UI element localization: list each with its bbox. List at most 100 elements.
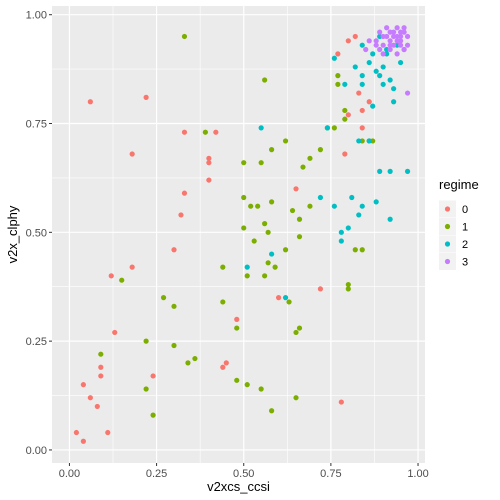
- data-point-regime-1: [269, 147, 275, 153]
- data-point-regime-3: [401, 25, 407, 31]
- data-point-regime-0: [275, 295, 282, 301]
- data-point-regime-0: [335, 51, 341, 57]
- data-point-regime-3: [394, 25, 400, 31]
- data-point-regime-1: [317, 147, 324, 153]
- major-gridlines: [52, 6, 425, 463]
- data-point-regime-0: [105, 429, 111, 436]
- data-point-regime-0: [94, 403, 100, 410]
- data-point-regime-2: [366, 59, 372, 66]
- data-point-regime-2: [366, 138, 372, 144]
- data-point-regime-1: [296, 216, 303, 222]
- data-point-regime-2: [404, 168, 411, 174]
- data-point-regime-1: [234, 377, 240, 383]
- data-point-regime-2: [387, 216, 393, 222]
- data-point-regime-0: [129, 264, 135, 270]
- data-point-regime-1: [269, 199, 275, 205]
- data-point-regime-1: [342, 116, 348, 122]
- data-point-regime-2: [356, 138, 362, 144]
- data-point-regime-2: [377, 168, 383, 174]
- data-point-regime-0: [178, 212, 184, 218]
- data-point-regime-2: [387, 168, 393, 174]
- data-point-regime-0: [129, 151, 135, 157]
- data-point-regime-1: [255, 203, 261, 209]
- data-point-regime-2: [377, 73, 383, 79]
- data-point-regime-1: [171, 342, 177, 349]
- legend-label-regime-1: 1: [462, 222, 468, 234]
- data-point-regime-2: [338, 229, 344, 235]
- data-point-regime-1: [307, 155, 313, 161]
- data-point-regime-1: [335, 81, 341, 87]
- data-point-regime-2: [373, 68, 379, 74]
- data-point-regime-1: [272, 264, 278, 270]
- data-point-regime-1: [202, 129, 208, 135]
- data-point-regime-2: [342, 81, 348, 87]
- y-axis-ticks: 0.00 0.25 0.50 0.75 1.00: [26, 10, 52, 457]
- data-point-regime-2: [359, 42, 365, 48]
- data-point-regime-3: [404, 42, 411, 48]
- data-point-regime-1: [282, 247, 289, 253]
- data-point-regime-1: [251, 238, 257, 244]
- data-point-regime-3: [384, 25, 390, 31]
- data-point-regime-0: [206, 155, 212, 161]
- legend-key-regime-3: [444, 258, 451, 265]
- data-point-regime-1: [220, 299, 226, 305]
- data-point-regime-0: [220, 364, 226, 370]
- data-point-regime-3: [366, 38, 372, 44]
- data-point-regime-1: [300, 164, 306, 170]
- data-point-regime-3: [404, 90, 411, 96]
- data-point-regime-2: [258, 125, 264, 131]
- data-point-regime-0: [234, 316, 240, 322]
- data-point-regime-0: [206, 177, 212, 183]
- data-point-regime-1: [265, 260, 271, 266]
- data-point-regime-1: [307, 203, 313, 209]
- y-tick-label: 0.25: [26, 336, 47, 348]
- data-point-regime-2: [331, 55, 337, 61]
- data-point-regime-1: [241, 225, 247, 231]
- data-point-regime-1: [335, 73, 341, 79]
- data-point-regime-1: [289, 207, 296, 214]
- data-point-regime-1: [269, 408, 275, 414]
- data-point-regime-3: [377, 29, 383, 35]
- x-tick-label: 0.25: [146, 468, 167, 480]
- data-point-regime-3: [387, 38, 393, 44]
- y-tick-label: 0.75: [26, 119, 47, 131]
- data-point-regime-1: [119, 277, 125, 283]
- data-point-regime-3: [384, 33, 390, 40]
- data-point-regime-1: [293, 329, 299, 336]
- data-point-regime-0: [359, 125, 365, 131]
- data-point-regime-3: [387, 46, 393, 53]
- data-point-regime-0: [345, 112, 351, 118]
- x-tick-label: 0.50: [233, 468, 254, 480]
- data-point-regime-1: [293, 395, 299, 401]
- data-point-regime-2: [397, 59, 404, 66]
- data-point-regime-0: [143, 94, 149, 100]
- data-point-regime-1: [359, 247, 365, 253]
- data-point-regime-0: [338, 399, 344, 405]
- data-point-regime-1: [296, 234, 303, 240]
- data-point-regime-1: [244, 382, 250, 388]
- legend-key-regime-2: [444, 241, 451, 247]
- legend-label-regime-2: 2: [462, 239, 468, 251]
- data-point-regime-3: [394, 38, 400, 44]
- data-point-regime-0: [80, 438, 86, 444]
- data-point-regime-0: [213, 129, 219, 135]
- data-point-regime-0: [98, 373, 104, 379]
- data-point-regime-3: [397, 29, 404, 35]
- data-point-regime-0: [112, 329, 118, 336]
- x-axis-ticks: 0.00 0.25 0.50 0.75 1.00: [59, 463, 429, 480]
- data-point-regime-0: [87, 395, 93, 401]
- data-point-regime-0: [181, 129, 188, 135]
- data-point-regime-0: [80, 382, 86, 388]
- data-point-regime-3: [380, 51, 386, 57]
- x-tick-label: 0.75: [320, 468, 341, 480]
- data-point-regime-2: [370, 51, 376, 57]
- data-point-regime-2: [244, 264, 250, 270]
- data-point-regime-0: [352, 33, 358, 40]
- data-point-regime-1: [220, 264, 226, 270]
- data-point-regime-2: [331, 203, 337, 209]
- data-point-regime-0: [356, 90, 362, 96]
- legend-label-regime-3: 3: [462, 257, 468, 269]
- data-point-regime-1: [342, 107, 348, 114]
- y-tick-label: 1.00: [26, 10, 47, 22]
